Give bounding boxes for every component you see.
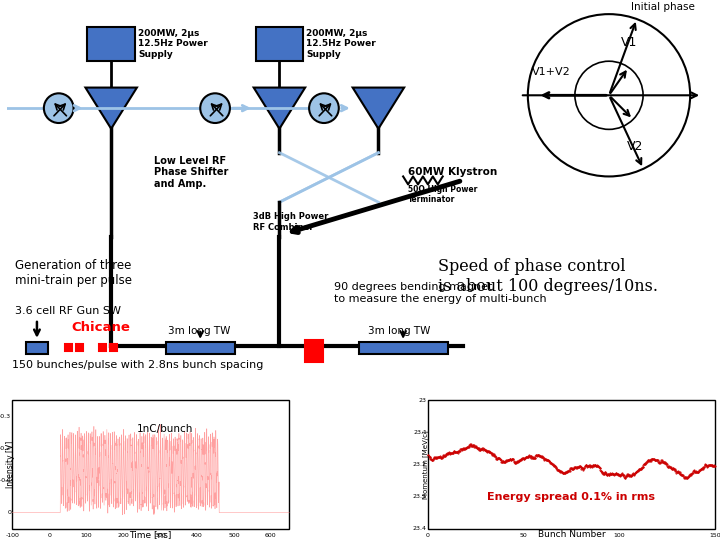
Text: 90 degrees bending magnet
to measure the energy of multi-bunch: 90 degrees bending magnet to measure the… [334,282,546,304]
Text: V1+V2: V1+V2 [532,68,570,78]
Text: 23.1: 23.1 [413,430,427,435]
Text: 200MW, 2μs
12.5Hz Power
Supply: 200MW, 2μs 12.5Hz Power Supply [306,29,376,59]
Polygon shape [353,87,404,129]
Text: 0: 0 [426,533,430,538]
Bar [359,342,448,354]
Text: 60MW Klystron: 60MW Klystron [408,167,498,178]
Text: 23.4: 23.4 [413,526,427,531]
Text: -0.2: -0.2 [0,446,12,451]
Bar [166,342,235,354]
Circle shape [200,93,230,123]
Text: 100: 100 [613,533,625,538]
Text: 400: 400 [191,533,203,538]
Bar [256,26,303,61]
Bar [428,400,715,529]
Text: 1nC/bunch: 1nC/bunch [136,424,193,434]
Polygon shape [86,87,137,129]
Text: 200: 200 [117,533,129,538]
Text: 300: 300 [154,533,166,538]
Bar [76,344,83,351]
Text: 500: 500 [228,533,240,538]
Text: 23: 23 [419,397,427,403]
Bar [12,400,289,529]
Text: V1: V1 [621,36,637,49]
Text: 3m long TW: 3m long TW [168,326,230,336]
Text: 150 bunches/pulse with 2.8ns bunch spacing: 150 bunches/pulse with 2.8ns bunch spaci… [12,361,264,370]
Text: Time [ns]: Time [ns] [130,530,172,539]
Text: 3.6 cell RF Gun SW: 3.6 cell RF Gun SW [15,306,121,316]
Text: Low Level RF
Phase Shifter
and Amp.: Low Level RF Phase Shifter and Amp. [154,156,228,189]
Bar [65,344,72,351]
Circle shape [309,93,339,123]
Text: 50Ω High Power
Terminator: 50Ω High Power Terminator [408,185,477,204]
Text: 100: 100 [80,533,92,538]
Text: Bunch Number: Bunch Number [538,530,606,539]
Text: 200MW, 2μs
12.5Hz Power
Supply: 200MW, 2μs 12.5Hz Power Supply [138,29,207,59]
Text: 150: 150 [709,533,720,538]
Circle shape [44,93,73,123]
Bar [99,344,106,351]
Bar [305,340,323,361]
Text: 23.3: 23.3 [413,494,427,499]
Text: 600: 600 [265,533,276,538]
Text: -0.1: -0.1 [0,478,12,483]
Text: Chicane: Chicane [71,321,130,334]
Text: 23.2: 23.2 [413,462,427,467]
Bar [109,344,117,351]
Text: 3m long TW: 3m long TW [369,326,431,336]
Text: Intensity [V]: Intensity [V] [6,441,14,488]
Text: -0.3: -0.3 [0,414,12,418]
Polygon shape [253,87,305,129]
Text: Generation of three
mini-train per pulse: Generation of three mini-train per pulse [15,259,132,287]
Text: Initial phase: Initial phase [631,2,695,12]
Text: 0: 0 [7,510,12,515]
Text: Speed of phase control
is about 100 degrees/10ns.: Speed of phase control is about 100 degr… [438,258,658,295]
Text: -100: -100 [5,533,19,538]
Bar [26,342,48,354]
Text: V2: V2 [627,140,643,153]
Text: 3dB High Power
RF Combiner: 3dB High Power RF Combiner [253,212,328,232]
Text: 0: 0 [48,533,51,538]
Text: 50: 50 [520,533,528,538]
Text: Momentum [MeV/c]: Momentum [MeV/c] [423,430,429,499]
Text: Energy spread 0.1% in rms: Energy spread 0.1% in rms [487,492,655,503]
Bar [87,26,135,61]
